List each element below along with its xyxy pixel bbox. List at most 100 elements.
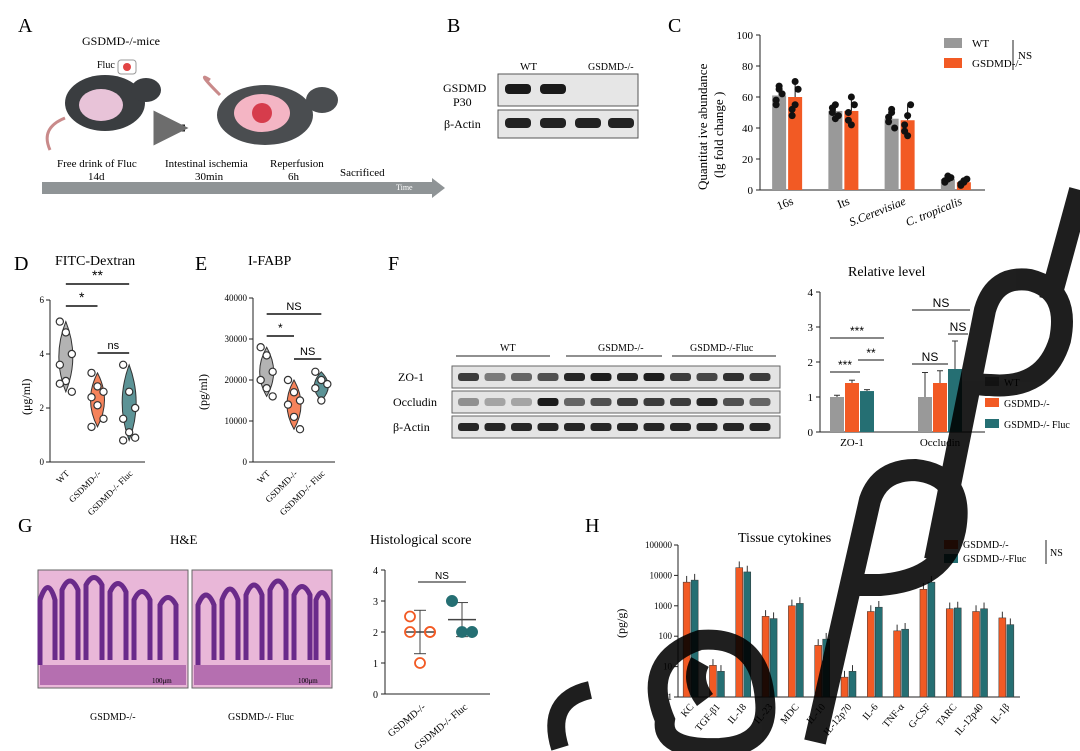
chart-f-legend-label: GSDMD-/- <box>1004 399 1050 410</box>
chart-c-xtick-label: 16s <box>775 194 796 213</box>
chart-c-ytick-label: 100 <box>737 30 754 42</box>
chartE-point <box>268 367 277 376</box>
chart-h-xtick-label: TGF-β1 <box>694 702 723 734</box>
chart-h-bar <box>953 607 962 698</box>
chartE-ytick-label: 10000 <box>225 416 248 426</box>
watermark <box>547 187 1080 751</box>
chartD-point <box>130 403 140 413</box>
blot-f-band <box>458 373 479 381</box>
chart-f-legend-label: GSDMD-/- Fluc <box>1004 420 1070 431</box>
chart-g-point <box>404 626 416 638</box>
blot-f-band <box>723 373 744 381</box>
blot-f-band <box>670 398 691 406</box>
chartE-point <box>262 351 271 360</box>
chart-f-legend-swatch <box>985 398 999 407</box>
timeline-bar <box>42 182 432 194</box>
legend-h-ko: GSDMD-/- <box>963 540 1009 551</box>
blot-f-strips <box>451 365 781 439</box>
timeline-step4: Sacrificed <box>340 167 385 179</box>
blot-f-band <box>696 373 718 381</box>
blot-f-group1: WT <box>500 343 516 354</box>
chartD-sig-label: ** <box>92 267 103 283</box>
blot-f-band <box>537 423 559 431</box>
legend-h-fluc: GSDMD-/-Fluc <box>963 554 1027 565</box>
timeline-time: Time <box>396 183 413 192</box>
chartE-point <box>323 379 332 389</box>
chart-c-bar <box>772 95 787 190</box>
panel-b: B WT GSDMD-/- GSDMD P30 β-Actin <box>443 15 639 139</box>
chart-f-bar <box>845 383 859 432</box>
chartE-point <box>317 396 326 405</box>
chart-c-point <box>828 104 836 112</box>
chart-c-point <box>772 101 780 109</box>
chartE-xtick-label: WT <box>255 468 272 485</box>
blot-f-row3: β-Actin <box>393 420 430 434</box>
chart-c-point <box>904 132 912 140</box>
chart-h-bar <box>717 671 725 698</box>
blot-f-band <box>511 423 532 431</box>
chart-h-bar <box>893 630 901 698</box>
timeline-step2: Intestinal ischemia <box>165 158 248 170</box>
chartE-ytick-label: 20000 <box>225 375 248 385</box>
panel-g-he: H&E <box>170 532 198 547</box>
chart-c-bar <box>940 179 955 190</box>
panel-f: F WT GSDMD-/- GSDMD-/-Fluc ZO-1 Occludin… <box>388 253 1070 449</box>
chart-h-xtick-label: G-CSF <box>907 702 934 731</box>
he-scale-left: 100μm <box>152 677 172 685</box>
chart-h-xtick-label: IL-1β <box>989 702 1012 727</box>
chartE-point <box>283 400 293 409</box>
chart-h-xtick-label: KC <box>679 702 697 720</box>
blot-f-band <box>643 398 665 406</box>
chartE-point <box>256 343 265 352</box>
chartD-point <box>118 436 128 445</box>
chart-h-bar <box>848 671 857 698</box>
chart-g-ytick-label: 4 <box>373 566 378 577</box>
he-caption-right: GSDMD-/- Fluc <box>228 712 294 723</box>
chart-f-ytick-label: 2 <box>808 357 814 369</box>
chart-g-ytick-label: 2 <box>373 628 378 639</box>
chartD-sig-label: ns <box>108 340 120 352</box>
panel-d: D FITC-Dextran (μg/ml) 0246WTGSDMD-/-GSD… <box>14 253 145 517</box>
chartD-point <box>87 393 96 402</box>
blot-b-row1b: P30 <box>453 95 472 109</box>
chartE-sig-label: * <box>278 321 283 335</box>
chartD-point <box>118 360 128 369</box>
blot-f-band <box>511 373 532 381</box>
chartD-point <box>55 379 65 388</box>
blot-f-band <box>749 373 771 381</box>
chartD-point <box>67 387 77 396</box>
chart-g-sig-label: NS <box>435 571 449 582</box>
chart-g-ytick-label: 3 <box>373 597 378 608</box>
blot-f-band <box>696 423 718 431</box>
blot-f-band <box>564 398 585 406</box>
chartE-point <box>268 392 277 401</box>
chart-c-point <box>885 113 893 121</box>
chart-g-point <box>414 657 426 669</box>
chart-f-bar <box>933 383 947 432</box>
blot-f-group2: GSDMD-/- <box>598 343 644 354</box>
chart-f-ytick-label: 1 <box>808 392 814 404</box>
chart-h-ytick-label: 10000 <box>650 570 673 580</box>
legend-c-wt: WT <box>972 38 989 50</box>
chart-g-point <box>456 626 468 638</box>
legend-c-ns: NS <box>1018 50 1032 62</box>
timeline-step3: Reperfusion <box>270 158 324 170</box>
mouse-left-icon <box>45 59 161 151</box>
timeline-step3-dur: 6h <box>288 171 300 183</box>
chartD-ytick-label: 6 <box>40 295 45 305</box>
timeline-step1: Free drink of Fluc <box>57 158 137 170</box>
timeline-step1-dur: 14d <box>88 171 105 183</box>
blot-b-wt: WT <box>520 61 537 73</box>
blot-f-band <box>643 373 665 381</box>
chart-f-xtick-label: ZO-1 <box>840 437 864 449</box>
panel-h-ylabel: (pg/g) <box>614 609 628 638</box>
blot-f-strip <box>451 365 781 389</box>
legend-c-swatch-ko <box>944 58 962 68</box>
chart-c-bar <box>788 97 803 190</box>
blot-f-band <box>749 398 771 406</box>
chartE-sig-label: NS <box>286 301 301 313</box>
blot-f-row1: ZO-1 <box>398 370 424 384</box>
chartD-ytick-label: 4 <box>40 349 45 359</box>
